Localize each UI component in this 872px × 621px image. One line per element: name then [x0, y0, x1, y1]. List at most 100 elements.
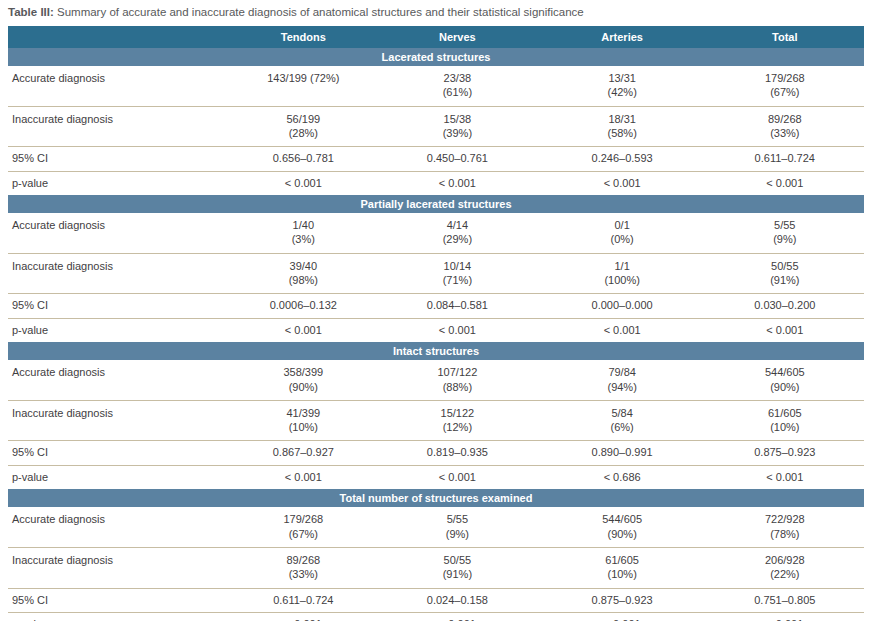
value-cell: 5/55 (9%) — [706, 213, 864, 253]
row-label: p-value — [8, 612, 231, 621]
value-cell: < 0.001 — [539, 318, 706, 342]
value-cell: < 0.001 — [376, 318, 539, 342]
value-cell: 23/38 (61%) — [376, 66, 539, 106]
value-cell: < 0.001 — [706, 171, 864, 195]
table-caption-label: Table III: — [8, 6, 54, 18]
value-cell: < 0.001 — [539, 612, 706, 621]
value-cell: 5/55 (9%) — [376, 507, 539, 547]
table-row: 95% CI 0.0006–0.132 0.084–0.581 0.000–0.… — [8, 294, 864, 318]
row-label: Inaccurate diagnosis — [8, 400, 231, 441]
value-cell: < 0.001 — [231, 171, 377, 195]
value-cell: 0.875–0.923 — [539, 588, 706, 612]
value-cell: 0/1 (0%) — [539, 213, 706, 253]
table-row: p-value < 0.001 < 0.001 < 0.001 < 0.001 — [8, 318, 864, 342]
value-cell: < 0.001 — [231, 612, 377, 621]
value-cell: 143/199 (72%) — [231, 66, 377, 106]
value-cell: 544/605 (90%) — [706, 360, 864, 400]
value-cell: 13/31 (42%) — [539, 66, 706, 106]
row-label: 95% CI — [8, 441, 231, 465]
table-row: Inaccurate diagnosis 39/40 (98%) 10/14 (… — [8, 253, 864, 294]
section-header-label: Total number of structures examined — [8, 489, 864, 507]
value-cell: 0.0006–0.132 — [231, 294, 377, 318]
table-row: 95% CI 0.867–0.927 0.819–0.935 0.890–0.9… — [8, 441, 864, 465]
value-cell: < 0.001 — [231, 318, 377, 342]
value-cell: 89/268 (33%) — [231, 547, 377, 588]
row-label: Inaccurate diagnosis — [8, 106, 231, 147]
value-cell: 0.450–0.761 — [376, 147, 539, 171]
value-cell: 0.875–0.923 — [706, 441, 864, 465]
table-row: p-value < 0.001 < 0.001 < 0.686 < 0.001 — [8, 465, 864, 489]
row-label: 95% CI — [8, 588, 231, 612]
table-row: 95% CI 0.656–0.781 0.450–0.761 0.246–0.5… — [8, 147, 864, 171]
value-cell: 56/199 (28%) — [231, 106, 377, 147]
value-cell: < 0.686 — [539, 465, 706, 489]
row-label: Accurate diagnosis — [8, 213, 231, 253]
value-cell: 18/31 (58%) — [539, 106, 706, 147]
value-cell: 50/55 (91%) — [706, 253, 864, 294]
value-cell: 39/40 (98%) — [231, 253, 377, 294]
value-cell: 41/399 (10%) — [231, 400, 377, 441]
value-cell: 61/605 (10%) — [539, 547, 706, 588]
section-header-label: Partially lacerated structures — [8, 195, 864, 213]
table-row: Inaccurate diagnosis 41/399 (10%) 15/122… — [8, 400, 864, 441]
table-row: p-value < 0.001 < 0.001 < 0.001 < 0.001 — [8, 612, 864, 621]
value-cell: 1/1 (100%) — [539, 253, 706, 294]
column-header-total: Total — [706, 26, 864, 48]
value-cell: 0.084–0.581 — [376, 294, 539, 318]
table-row: p-value < 0.001 < 0.001 < 0.001 < 0.001 — [8, 171, 864, 195]
value-cell: 5/84 (6%) — [539, 400, 706, 441]
section-header-label: Lacerated structures — [8, 48, 864, 66]
diagnosis-summary-table: Tendons Nerves Arteries Total Lacerated … — [8, 26, 864, 621]
row-label: 95% CI — [8, 147, 231, 171]
row-label: p-value — [8, 171, 231, 195]
table-caption: Table III: Summary of accurate and inacc… — [8, 6, 864, 20]
table-row: Accurate diagnosis 179/268 (67%) 5/55 (9… — [8, 507, 864, 547]
column-header-row: Tendons Nerves Arteries Total — [8, 26, 864, 48]
value-cell: 61/605 (10%) — [706, 400, 864, 441]
row-label: 95% CI — [8, 294, 231, 318]
value-cell: < 0.001 — [706, 465, 864, 489]
row-label: Inaccurate diagnosis — [8, 253, 231, 294]
value-cell: 722/928 (78%) — [706, 507, 864, 547]
value-cell: 89/268 (33%) — [706, 106, 864, 147]
value-cell: 0.611–0.724 — [706, 147, 864, 171]
value-cell: 79/84 (94%) — [539, 360, 706, 400]
column-header-empty — [8, 26, 231, 48]
row-label: Accurate diagnosis — [8, 66, 231, 106]
row-label: Accurate diagnosis — [8, 360, 231, 400]
table-row: 95% CI 0.611–0.724 0.024–0.158 0.875–0.9… — [8, 588, 864, 612]
table-caption-text: Summary of accurate and inaccurate diagn… — [54, 6, 584, 18]
row-label: Inaccurate diagnosis — [8, 547, 231, 588]
value-cell: 206/928 (22%) — [706, 547, 864, 588]
value-cell: < 0.001 — [231, 465, 377, 489]
value-cell: 107/122 (88%) — [376, 360, 539, 400]
value-cell: < 0.001 — [706, 612, 864, 621]
value-cell: 0.867–0.927 — [231, 441, 377, 465]
table-row: Accurate diagnosis 358/399 (90%) 107/122… — [8, 360, 864, 400]
table-row: Inaccurate diagnosis 56/199 (28%) 15/38 … — [8, 106, 864, 147]
value-cell: 10/14 (71%) — [376, 253, 539, 294]
section-header-total-examined: Total number of structures examined — [8, 489, 864, 507]
value-cell: 1/40 (3%) — [231, 213, 377, 253]
table-row: Inaccurate diagnosis 89/268 (33%) 50/55 … — [8, 547, 864, 588]
value-cell: 0.000–0.000 — [539, 294, 706, 318]
value-cell: < 0.001 — [376, 465, 539, 489]
value-cell: < 0.001 — [376, 612, 539, 621]
value-cell: 179/268 (67%) — [231, 507, 377, 547]
value-cell: 50/55 (91%) — [376, 547, 539, 588]
value-cell: < 0.001 — [376, 171, 539, 195]
column-header-tendons: Tendons — [231, 26, 377, 48]
value-cell: 0.024–0.158 — [376, 588, 539, 612]
value-cell: 0.751–0.805 — [706, 588, 864, 612]
column-header-arteries: Arteries — [539, 26, 706, 48]
value-cell: < 0.001 — [706, 318, 864, 342]
page: Table III: Summary of accurate and inacc… — [0, 0, 872, 621]
value-cell: 15/122 (12%) — [376, 400, 539, 441]
row-label: Accurate diagnosis — [8, 507, 231, 547]
section-header-label: Intact structures — [8, 342, 864, 360]
section-header-partially-lacerated: Partially lacerated structures — [8, 195, 864, 213]
value-cell: 0.656–0.781 — [231, 147, 377, 171]
section-header-intact: Intact structures — [8, 342, 864, 360]
value-cell: 0.246–0.593 — [539, 147, 706, 171]
row-label: p-value — [8, 318, 231, 342]
